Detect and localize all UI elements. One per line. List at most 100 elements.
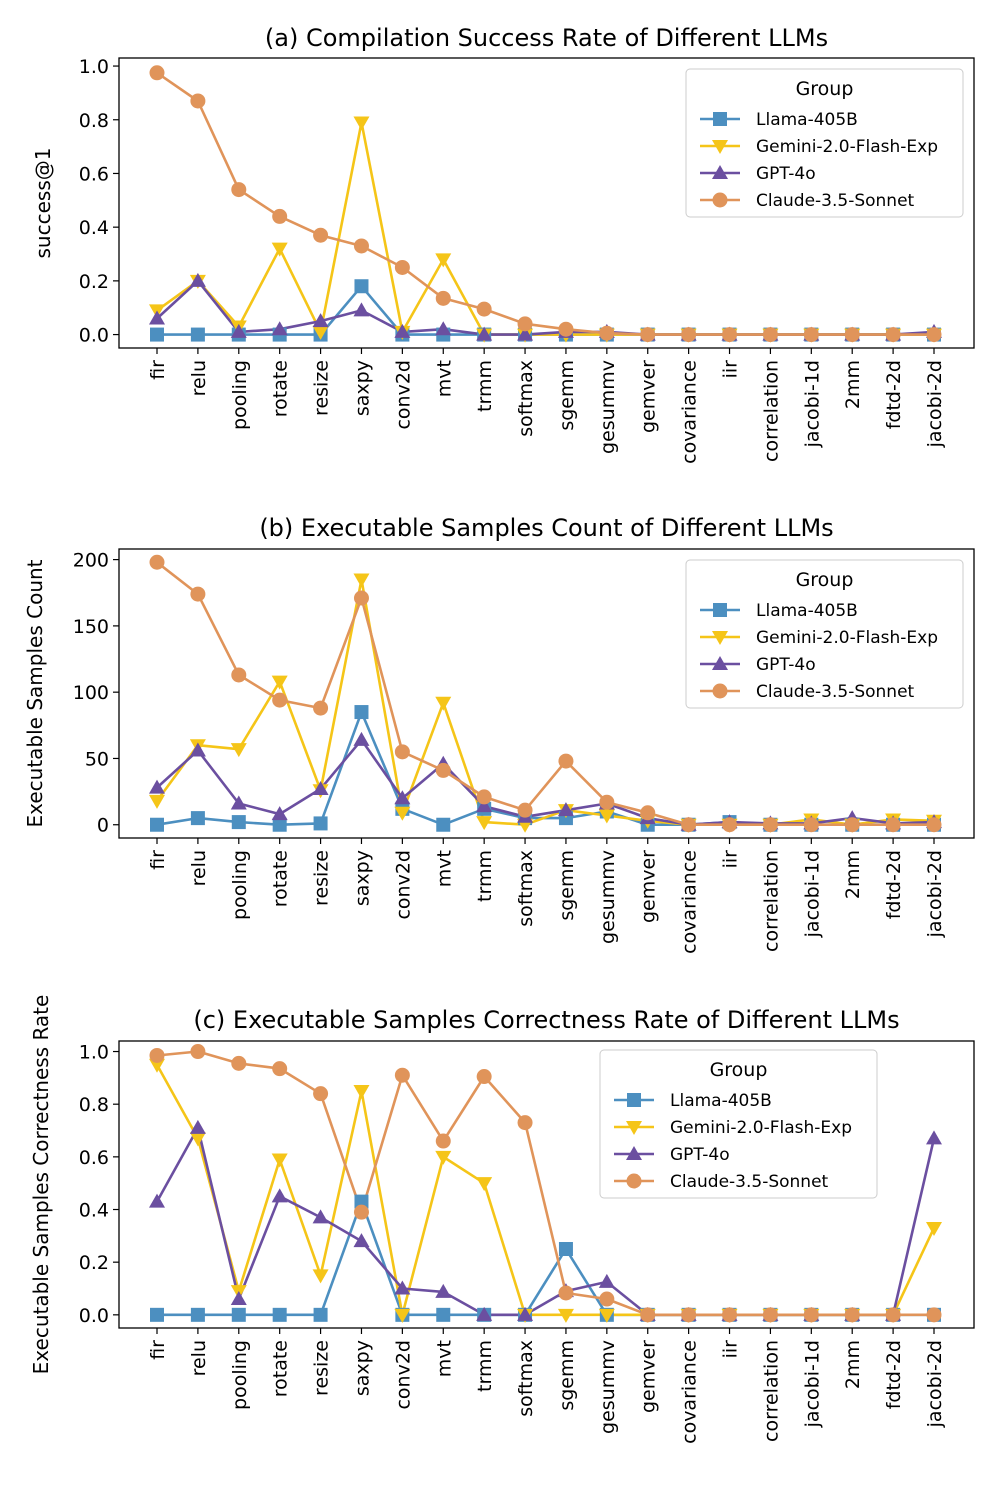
data-point-claude-3-5-sonnet (272, 208, 288, 224)
data-point-claude-3-5-sonnet (681, 817, 697, 833)
data-point-gemini-2-0-flash-exp (149, 1058, 165, 1073)
data-point-gpt-4o (312, 313, 329, 328)
x-tick-label: softmax (515, 1340, 537, 1417)
legend-marker (712, 656, 728, 670)
x-tick-label: gemver (638, 850, 660, 923)
x-tick-label: jacobi-2d (924, 850, 946, 938)
data-point-llama-405b (313, 1307, 328, 1322)
x-tick-label: fir (147, 1340, 169, 1360)
y-tick-label: 1.0 (79, 56, 109, 78)
legend-marker (712, 165, 728, 179)
x-tick-label: relu (188, 360, 210, 396)
data-point-gemini-2-0-flash-exp (598, 809, 615, 824)
y-tick-label: 200 (73, 550, 109, 572)
data-point-gpt-4o (353, 731, 370, 746)
legend-marker (626, 1146, 642, 1160)
data-point-claude-3-5-sonnet (435, 1133, 451, 1149)
x-tick-label: saxpy (351, 360, 373, 416)
data-point-llama-405b (190, 327, 205, 342)
y-tick-label: 100 (73, 682, 109, 704)
data-point-gemini-2-0-flash-exp (394, 1308, 411, 1323)
legend-marker (712, 683, 728, 699)
plot-frame (118, 548, 975, 839)
x-tick-label: iir (720, 360, 742, 379)
data-point-claude-3-5-sonnet (394, 744, 410, 760)
y-tick-label: 0.4 (79, 1200, 109, 1222)
x-tick-label: conv2d (392, 850, 414, 920)
data-point-gemini-2-0-flash-exp (353, 573, 370, 588)
x-tick-label: rotate (270, 360, 292, 417)
data-point-gpt-4o (476, 326, 493, 341)
legend-title: Group (796, 78, 854, 100)
y-axis-label: Executable Samples Count (23, 559, 47, 827)
data-point-claude-3-5-sonnet (190, 1044, 206, 1060)
data-point-claude-3-5-sonnet (681, 327, 697, 343)
data-point-gpt-4o (557, 802, 574, 817)
y-tick-label: 0.2 (79, 1252, 109, 1274)
data-point-gpt-4o (149, 1193, 165, 1208)
x-tick-label: jacobi-1d (801, 360, 823, 448)
plot-frame (118, 57, 975, 349)
data-point-llama-405b (231, 1307, 246, 1322)
y-tick-label: 0.8 (79, 110, 109, 132)
y-tick-label: 0.0 (79, 1305, 109, 1327)
data-point-llama-405b (190, 1307, 205, 1322)
x-tick-label: gesummv (597, 360, 619, 454)
legend-entry: Claude-3.5-Sonnet (756, 191, 915, 211)
legend-marker (626, 1121, 642, 1135)
x-tick-label: correlation (760, 850, 782, 952)
data-point-llama-405b (354, 1194, 369, 1209)
chart-title: (b) Executable Samples Count of Differen… (259, 514, 833, 542)
x-tick-label: mvt (433, 850, 455, 887)
data-point-claude-3-5-sonnet (435, 290, 451, 306)
data-point-gemini-2-0-flash-exp (476, 1177, 493, 1192)
x-tick-label: jacobi-1d (801, 850, 823, 938)
legend: Group Llama-405B Gemini-2.0-Flash-Exp GPT-4… (685, 68, 964, 218)
data-point-claude-3-5-sonnet (762, 1307, 778, 1323)
x-tick-label: gemver (638, 1340, 660, 1413)
x-tick-label: sgemm (556, 360, 578, 431)
data-point-llama-405b (150, 1307, 164, 1322)
data-point-claude-3-5-sonnet (517, 802, 533, 818)
y-axis-label: Executable Samples Correctness Rate (29, 995, 53, 1375)
chart-panel-3: (c) Executable Samples Correctness Rate … (29, 995, 975, 1444)
data-point-claude-3-5-sonnet (190, 93, 206, 109)
chart-panel-1: (a) Compilation Success Rate of Differen… (31, 24, 975, 464)
data-point-claude-3-5-sonnet (803, 327, 819, 343)
x-tick-label: 2mm (842, 1340, 864, 1389)
data-point-claude-3-5-sonnet (844, 1307, 860, 1323)
legend-box (685, 68, 964, 218)
data-point-gemini-2-0-flash-exp (353, 116, 370, 131)
data-point-claude-3-5-sonnet (599, 1291, 615, 1307)
data-point-claude-3-5-sonnet (926, 817, 942, 833)
data-point-gpt-4o (476, 1306, 493, 1321)
data-point-llama-405b (190, 811, 205, 826)
data-point-claude-3-5-sonnet (558, 321, 574, 337)
data-point-claude-3-5-sonnet (272, 1061, 288, 1077)
data-point-gpt-4o (476, 798, 493, 813)
x-tick-label: jacobi-1d (801, 1340, 823, 1428)
data-point-claude-3-5-sonnet (599, 794, 615, 810)
data-point-gemini-2-0-flash-exp (435, 1150, 452, 1165)
data-point-llama-405b (436, 817, 451, 832)
series-line-llama-405b (157, 1200, 934, 1317)
data-point-gpt-4o (394, 790, 411, 805)
data-point-claude-3-5-sonnet (844, 327, 860, 343)
data-point-claude-3-5-sonnet (558, 753, 574, 769)
data-point-gpt-4o (189, 1119, 206, 1134)
data-point-llama-405b (150, 327, 164, 342)
data-point-llama-405b (436, 1307, 451, 1322)
data-point-claude-3-5-sonnet (149, 65, 165, 81)
x-tick-label: saxpy (351, 850, 373, 906)
data-point-claude-3-5-sonnet (640, 805, 656, 821)
x-tick-label: mvt (433, 360, 455, 397)
data-point-gpt-4o (598, 1273, 615, 1288)
legend-entry: GPT-4o (756, 655, 816, 675)
legend-box (599, 1049, 878, 1199)
data-point-gemini-2-0-flash-exp (271, 242, 288, 257)
legend-marker (713, 112, 727, 126)
x-tick-label: gesummv (597, 850, 619, 944)
x-tick-label: fir (147, 850, 169, 870)
data-point-gpt-4o (271, 806, 288, 821)
x-tick-label: jacobi-2d (924, 1340, 946, 1428)
